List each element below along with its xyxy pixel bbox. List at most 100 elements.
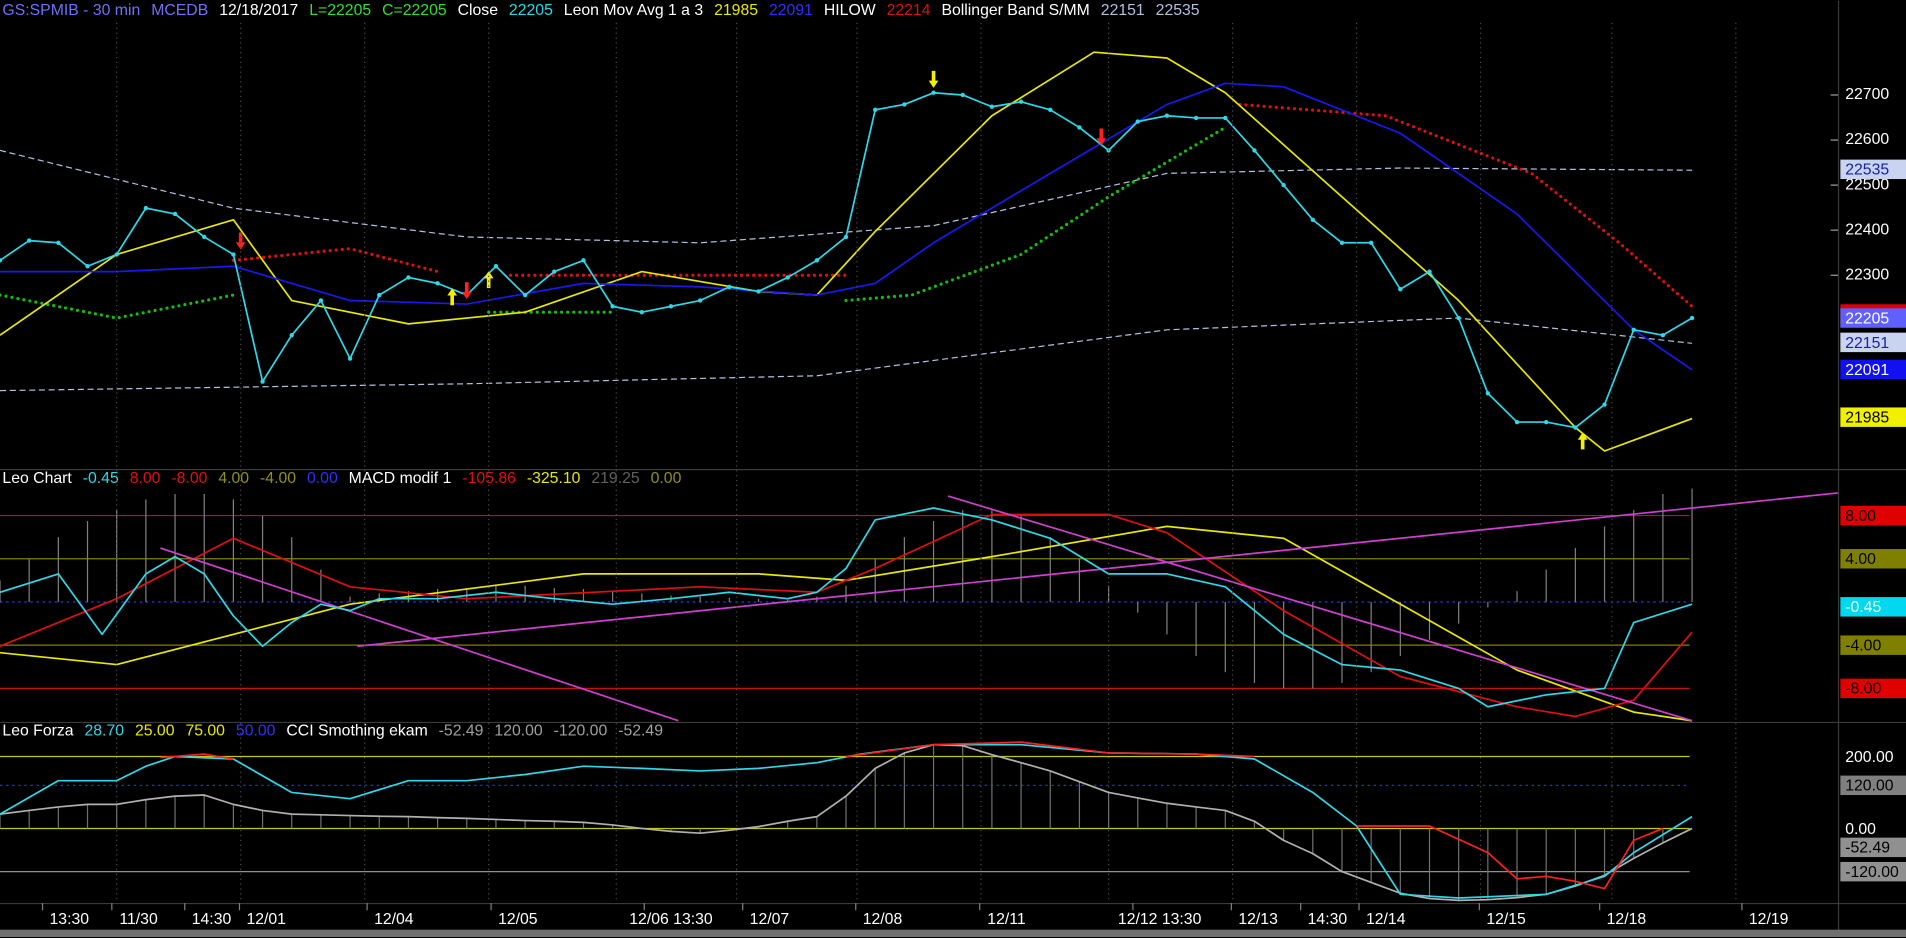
header-text: L=22205 [309, 2, 371, 19]
data-point [1018, 99, 1024, 104]
x-tick-label: 12/18 [1607, 911, 1647, 928]
value-badge-label: -52.49 [1845, 840, 1890, 857]
header-text: 22205 [509, 2, 553, 19]
series-line [0, 317, 1693, 392]
series-line [947, 495, 1693, 722]
x-tick-label: 12/19 [1749, 911, 1789, 928]
data-point [318, 298, 324, 303]
value-badge [1840, 597, 1906, 617]
data-point [1281, 182, 1286, 188]
data-point [1456, 315, 1461, 321]
header-text: Close [458, 2, 499, 19]
header-text: 22091 [769, 2, 813, 19]
y-tick-label: 22500 [1845, 176, 1889, 193]
data-point [85, 264, 90, 269]
header-text: -0.45 [83, 470, 119, 487]
header-text: 0.00 [651, 470, 682, 487]
data-point [552, 269, 557, 274]
series-line [0, 125, 1227, 320]
header-text: HILOW [824, 2, 876, 19]
header-text: 22151 [1101, 2, 1145, 19]
series-line [0, 149, 1693, 244]
header-text: CCI Smothing ekam [286, 723, 427, 740]
bottom-bar [0, 929, 1906, 937]
series-line [357, 492, 1839, 648]
data-point [1398, 287, 1403, 292]
value-badge-label: 22091 [1845, 362, 1889, 379]
data-point [143, 205, 149, 211]
data-point [406, 275, 411, 280]
value-badge-label: 22535 [1845, 162, 1889, 179]
data-point [785, 275, 790, 280]
signal-arrow [461, 282, 472, 300]
value-badge-label: 22151 [1845, 335, 1889, 352]
data-point [610, 304, 615, 309]
data-point [1427, 269, 1432, 274]
y-tick-label: 22700 [1845, 86, 1889, 103]
data-point [1514, 419, 1520, 425]
data-point [493, 264, 499, 269]
header-text: 22535 [1156, 2, 1200, 19]
data-point [902, 102, 907, 107]
header-text: 21985 [714, 2, 758, 19]
x-tick-label: 12/06 13:30 [629, 911, 713, 928]
data-point [1485, 391, 1491, 396]
signal-arrow [1096, 128, 1107, 146]
header-text: Bollinger Band S/MM [941, 2, 1089, 19]
signal-arrow [447, 288, 458, 306]
data-point [1339, 240, 1345, 245]
header-text: 8.00 [130, 470, 161, 487]
header-text: 120.00 [494, 723, 543, 740]
data-point [1223, 115, 1228, 121]
header-text: 28.70 [84, 723, 124, 740]
data-point [668, 304, 674, 309]
series-line [160, 547, 679, 722]
header-text: Leon Mov Avg 1 a 3 [564, 2, 704, 19]
value-badge [1840, 549, 1906, 569]
data-point [1660, 332, 1666, 338]
signal-arrow [483, 271, 494, 289]
signal-arrow [928, 70, 939, 88]
data-point [1689, 315, 1695, 321]
data-point [172, 211, 178, 217]
x-tick-label: 12/11 [987, 911, 1026, 928]
value-badge-label: 120.00 [1845, 778, 1894, 795]
header-text: Leo Chart [2, 470, 72, 487]
data-point [843, 234, 849, 240]
value-badge [1840, 308, 1906, 328]
header-text: -105.86 [462, 470, 516, 487]
header-text: 4.00 [218, 470, 249, 487]
value-badge-label: -0.45 [1845, 599, 1881, 616]
header-text: Leo Forza [2, 723, 73, 740]
data-point [1368, 240, 1374, 245]
header-text: 0.00 [307, 470, 338, 487]
data-point [1602, 402, 1607, 407]
header-text: MACD modif 1 [349, 470, 452, 487]
data-point [873, 107, 878, 113]
value-badge [1840, 818, 1906, 839]
header-text: 219.25 [591, 470, 640, 487]
x-tick-label: 11/30 [119, 911, 158, 928]
data-point [1048, 107, 1053, 113]
value-badge [1840, 635, 1906, 655]
value-badge-label: 8.00 [1845, 508, 1876, 525]
data-point [1544, 419, 1549, 425]
header-text: -120.00 [554, 723, 608, 740]
data-point [1573, 425, 1578, 430]
header-text: -325.10 [527, 470, 581, 487]
series-line [0, 513, 1693, 718]
value-badge [1840, 861, 1906, 882]
data-point [289, 332, 294, 338]
value-badge [1840, 332, 1906, 353]
x-tick-label: 13:30 [50, 911, 90, 928]
x-tick-label: 14:30 [192, 911, 232, 928]
header-text: -52.49 [439, 723, 484, 740]
data-point [756, 289, 761, 294]
header-text: 75.00 [185, 723, 225, 740]
value-badge [1840, 359, 1906, 380]
signal-arrow [235, 232, 246, 250]
data-point [727, 284, 732, 290]
data-point [1631, 327, 1636, 332]
